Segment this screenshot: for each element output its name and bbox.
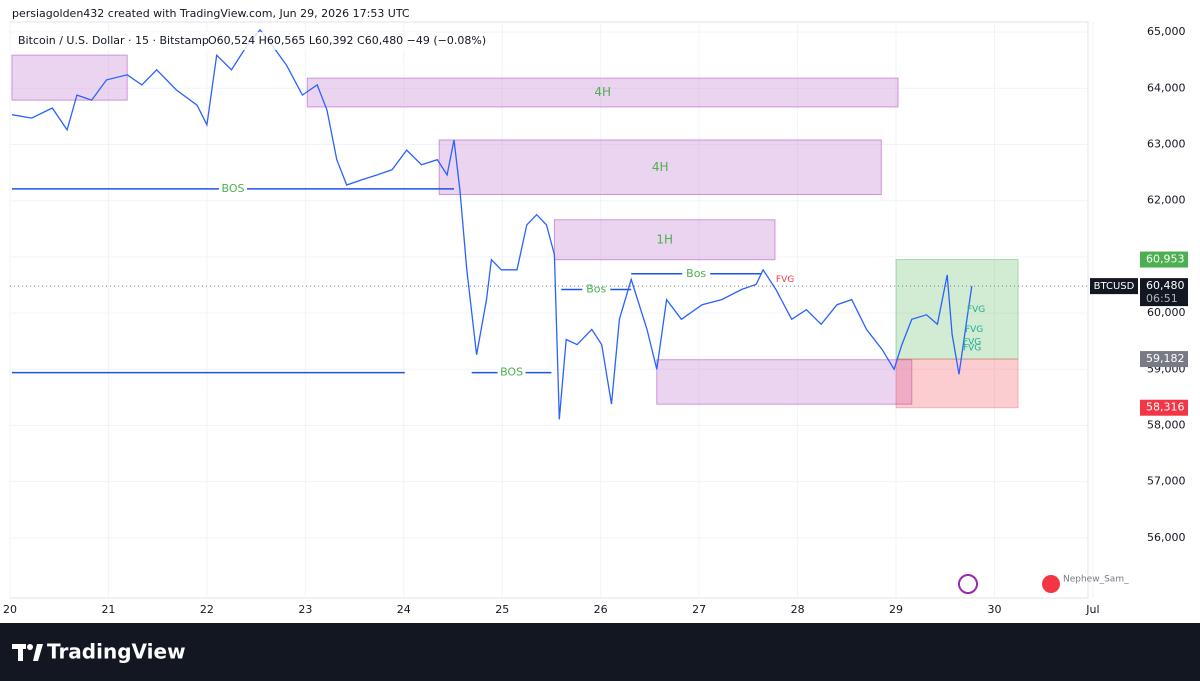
brand-logo	[12, 644, 43, 661]
price-badge-label: 60,480	[1146, 279, 1185, 292]
x-tick-label: 30	[987, 603, 1001, 616]
symbol: Bitcoin / U.S. Dollar · 15 · Bitstamp	[18, 34, 209, 47]
avatar	[1042, 575, 1060, 593]
zone-label: 4H	[594, 85, 611, 99]
y-tick-label: 63,000	[1147, 138, 1186, 151]
fvg-label: FVG	[965, 325, 983, 335]
x-tick-label: 28	[791, 603, 805, 616]
zone	[553, 219, 776, 261]
bos-label: BOS	[221, 182, 244, 195]
bos-label: Bos	[586, 282, 606, 295]
countdown: 06:51	[1146, 292, 1178, 305]
fvg-label: FVG	[967, 305, 985, 315]
y-tick-label: 60,000	[1147, 306, 1186, 319]
brand: TradingView	[47, 640, 186, 664]
fvg-label: FVG	[776, 275, 794, 285]
price-badge-label: 58,316	[1146, 401, 1185, 414]
price-badge-label: 59,182	[1146, 352, 1185, 365]
bos-label: BOS	[500, 366, 523, 379]
x-tick-label: 26	[594, 603, 608, 616]
zone	[11, 54, 128, 101]
fvg-label: FVG	[963, 337, 981, 347]
bos-label-bg	[218, 182, 247, 195]
bos-label-bg	[497, 366, 526, 379]
fvg-label: FVG	[963, 343, 981, 353]
x-tick-label: 24	[397, 603, 411, 616]
x-tick-label: 20	[3, 603, 17, 616]
x-tick-label: Jul	[1085, 603, 1099, 616]
y-tick-label: 56,000	[1147, 531, 1186, 544]
bos-label-bg	[682, 267, 711, 280]
stop-zone	[895, 358, 1019, 409]
zone	[656, 359, 913, 405]
price-badge	[1140, 351, 1188, 368]
symbol-badge	[1090, 278, 1138, 295]
price-badge	[1140, 278, 1188, 307]
target-zone	[895, 259, 1019, 360]
price-line	[11, 28, 973, 420]
ohlc: O60,524 H60,565 L60,392 C60,480 −49 (−0.…	[208, 34, 486, 47]
zone-label: 4H	[652, 160, 669, 174]
x-tick-label: 25	[495, 603, 509, 616]
x-tick-label: 29	[889, 603, 903, 616]
icon	[958, 574, 978, 594]
footer-bar	[0, 623, 1200, 681]
price-badge-label: 60,953	[1146, 253, 1185, 266]
price-badge	[1140, 251, 1188, 268]
price-badge	[1140, 399, 1188, 416]
x-tick-label: 27	[692, 603, 706, 616]
x-tick-label: 23	[298, 603, 312, 616]
zone-label: 1H	[656, 232, 673, 246]
x-tick-label: 22	[200, 603, 214, 616]
x-tick-label: 21	[101, 603, 115, 616]
legend-bg	[14, 32, 434, 50]
y-tick-label: 64,000	[1147, 81, 1186, 94]
symbol-badge-label: BTCUSD	[1094, 281, 1135, 292]
zone	[438, 139, 882, 196]
y-tick-label: 58,000	[1147, 418, 1186, 431]
y-tick-label: 65,000	[1147, 25, 1186, 38]
y-tick-label: 62,000	[1147, 194, 1186, 207]
watermark: Nephew_Sam_	[1063, 575, 1129, 585]
y-tick-label: 57,000	[1147, 475, 1186, 488]
bos-label: Bos	[686, 267, 706, 280]
credit: persiagolden432 created with TradingView…	[12, 7, 410, 20]
zone	[306, 77, 899, 108]
bos-label-bg	[582, 283, 611, 296]
